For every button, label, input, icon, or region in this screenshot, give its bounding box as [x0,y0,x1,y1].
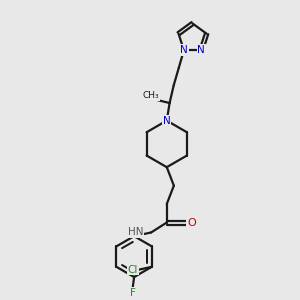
Text: N: N [180,45,188,55]
Text: CH₃: CH₃ [142,91,159,100]
Text: O: O [188,218,196,227]
Text: N: N [197,45,205,55]
Text: Cl: Cl [128,265,138,275]
Text: HN: HN [128,227,143,237]
Text: N: N [163,116,171,126]
Text: F: F [130,289,136,298]
